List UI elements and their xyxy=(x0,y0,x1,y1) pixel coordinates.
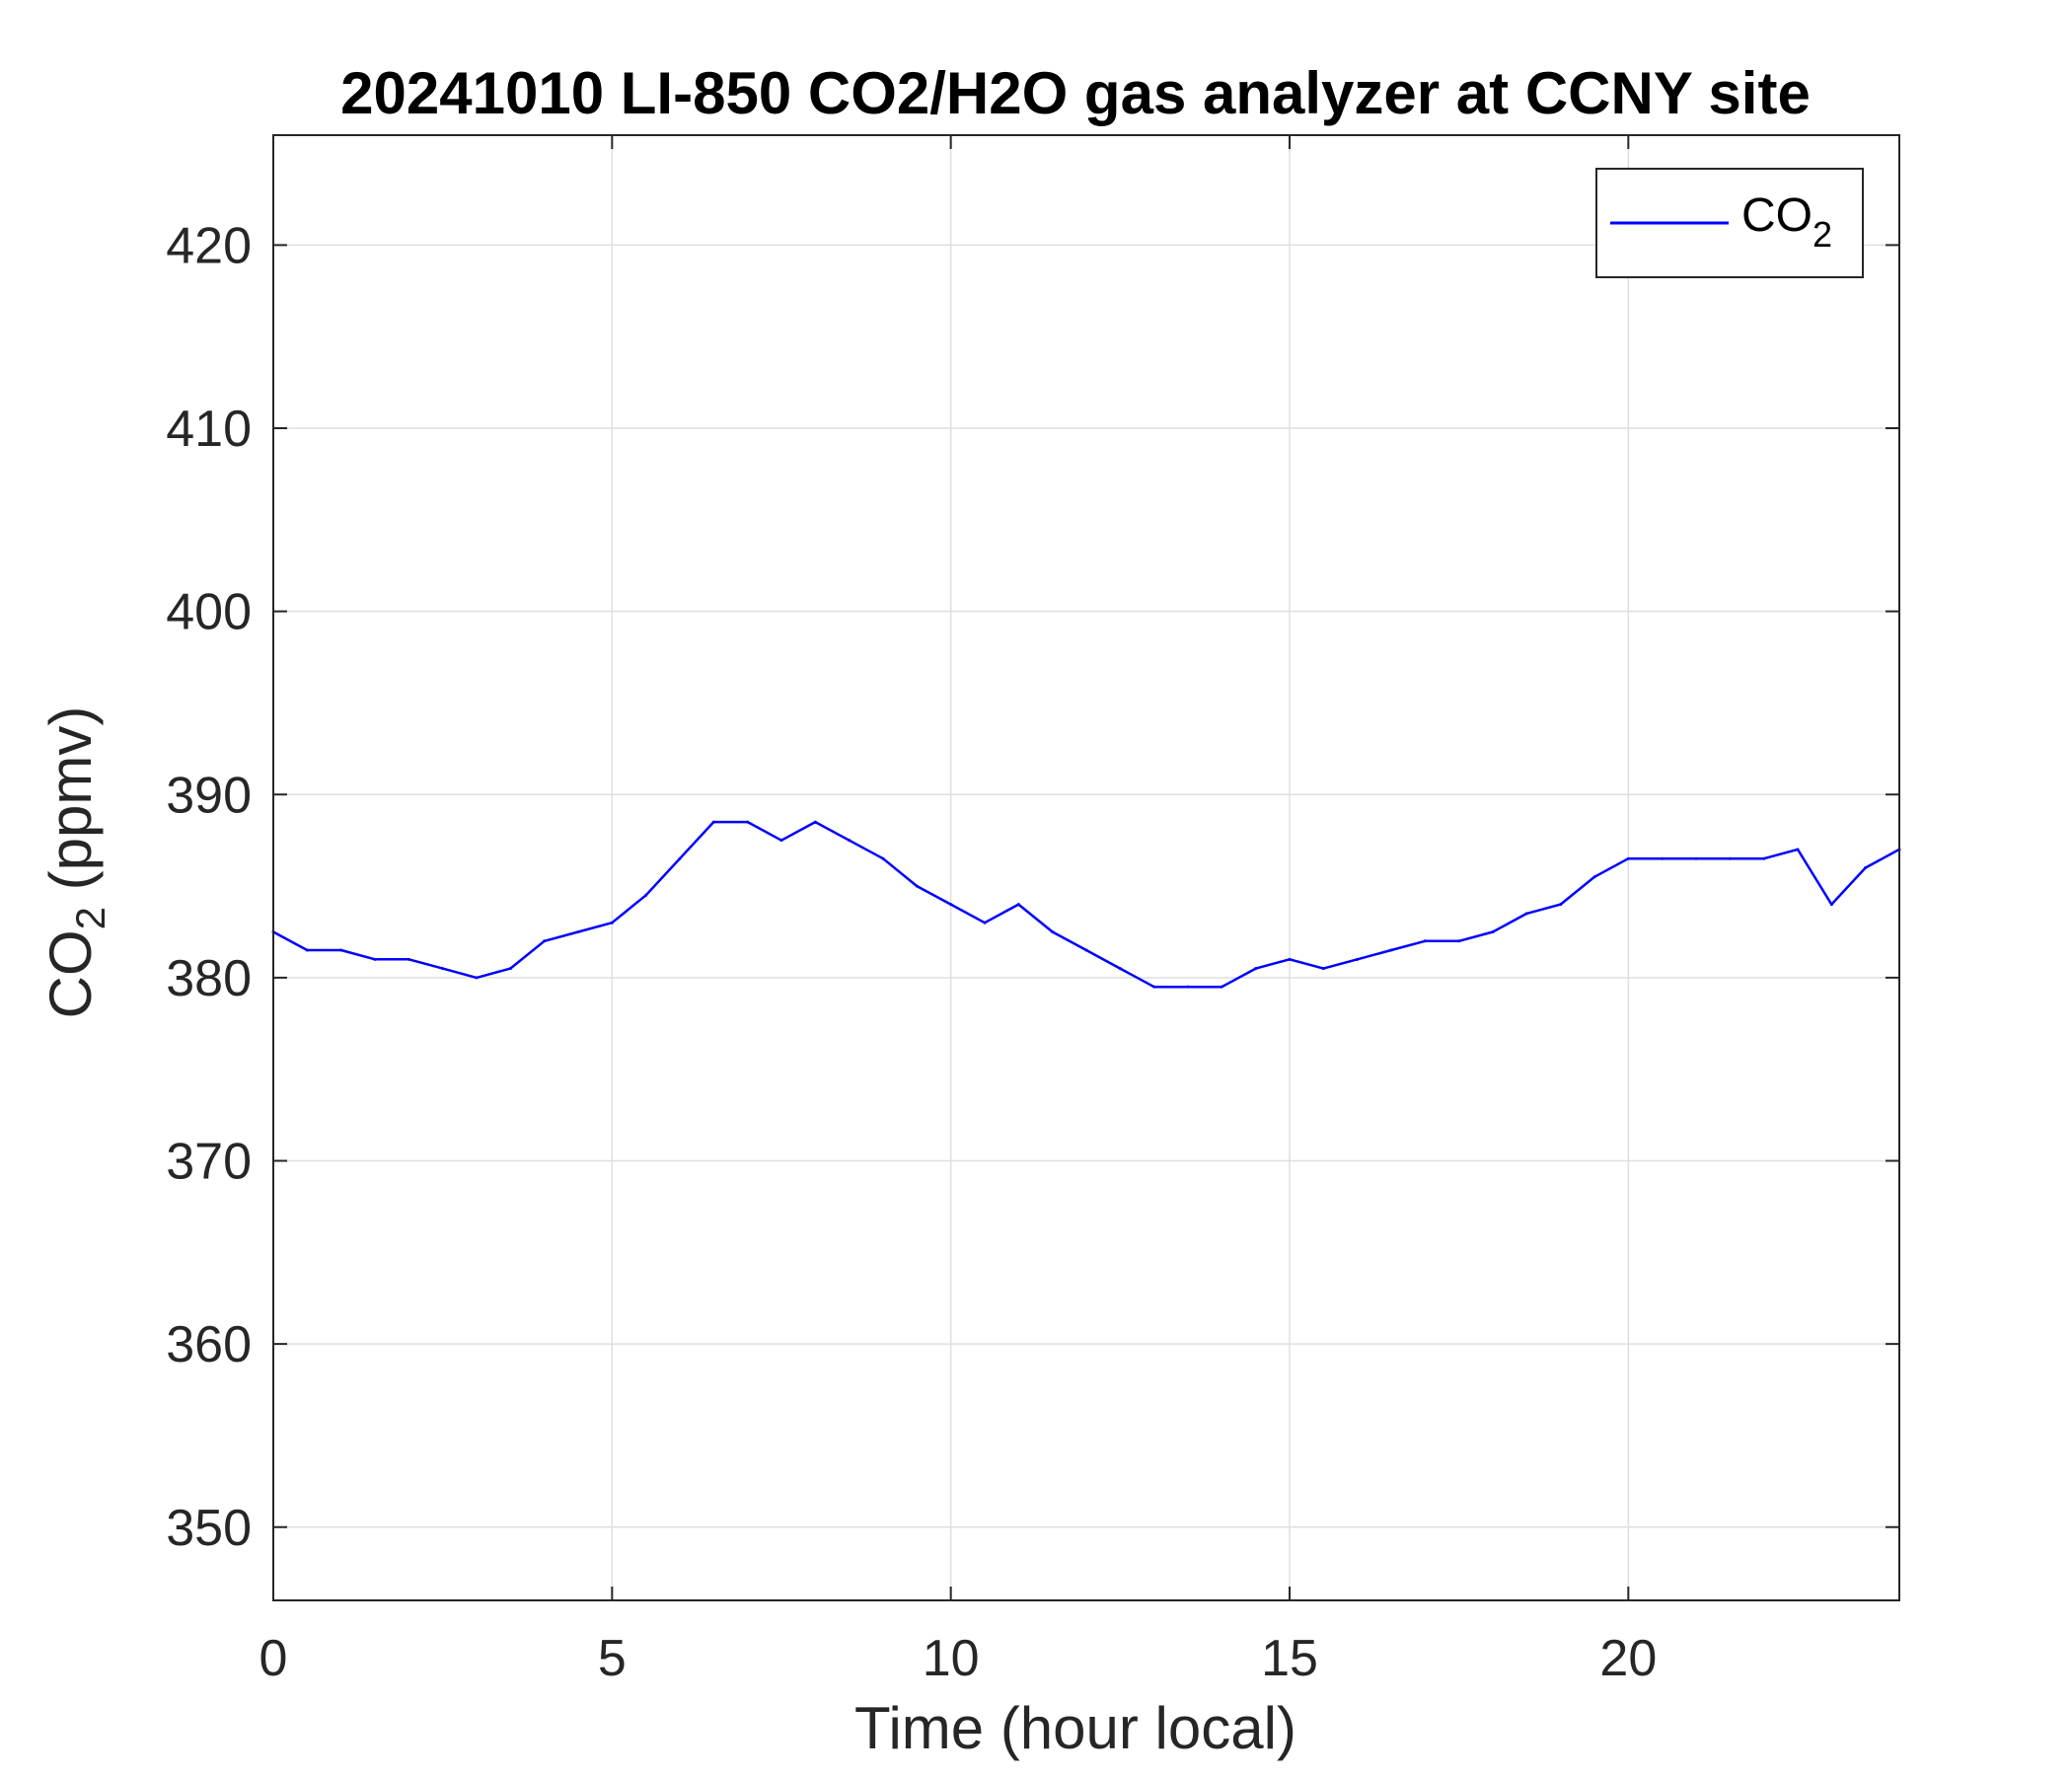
data-point xyxy=(711,820,715,824)
data-point xyxy=(475,976,479,980)
data-point xyxy=(1220,985,1223,989)
series-line xyxy=(272,820,1900,989)
chart-title: 20241010 LI-850 CO2/H2O gas analyzer at … xyxy=(340,60,1811,126)
data-point xyxy=(678,856,682,860)
x-tick-label: 15 xyxy=(1261,1630,1318,1687)
tick-labels: 0 5 10 15 20 350 360 370 380 390 400 410 420 xyxy=(166,217,1657,1687)
data-point xyxy=(848,839,851,843)
data-point xyxy=(1559,903,1563,907)
data-point xyxy=(1524,912,1528,916)
data-point xyxy=(1829,903,1833,907)
legend: CO2 xyxy=(1595,168,1864,278)
data-point xyxy=(949,903,953,907)
data-point xyxy=(1694,856,1698,860)
series-layer xyxy=(271,820,1901,989)
data-point xyxy=(1491,929,1495,933)
data-point xyxy=(1118,967,1122,971)
x-tick-label: 20 xyxy=(1599,1630,1657,1687)
data-point xyxy=(983,921,987,925)
plot-frame xyxy=(272,134,1900,1601)
y-tick-label: 410 xyxy=(166,401,252,458)
y-axis-label: CO2 (ppmv) xyxy=(37,706,113,1019)
data-point xyxy=(746,820,750,824)
data-point xyxy=(915,884,919,888)
data-point xyxy=(1796,848,1800,851)
data-point xyxy=(1728,856,1732,860)
data-point xyxy=(779,839,783,843)
y-tick-label: 370 xyxy=(166,1134,252,1191)
data-point xyxy=(644,893,648,897)
data-point xyxy=(1864,866,1868,869)
x-tick-label: 10 xyxy=(923,1630,980,1687)
data-point xyxy=(1762,856,1766,860)
data-point xyxy=(305,948,309,952)
data-point xyxy=(1321,967,1325,971)
data-point xyxy=(813,820,817,824)
data-point xyxy=(1016,903,1020,907)
y-tick-label: 390 xyxy=(166,767,252,824)
y-tick-label: 380 xyxy=(166,950,252,1007)
y-tick-label: 420 xyxy=(166,217,252,274)
data-point xyxy=(576,929,580,933)
data-point xyxy=(1661,856,1665,860)
data-point xyxy=(407,957,410,961)
data-point xyxy=(1626,856,1630,860)
grid-lines xyxy=(272,135,1899,1600)
data-point xyxy=(1254,967,1258,971)
data-point xyxy=(1389,948,1393,952)
data-point xyxy=(339,948,343,952)
data-point xyxy=(1592,875,1596,879)
data-point xyxy=(1457,939,1461,943)
data-point xyxy=(1356,957,1360,961)
data-point xyxy=(1423,939,1427,943)
data-point xyxy=(508,967,512,971)
data-point xyxy=(1186,985,1190,989)
y-tick-label: 360 xyxy=(166,1316,252,1373)
data-point xyxy=(1051,929,1055,933)
x-tick-label: 5 xyxy=(598,1630,627,1687)
data-point xyxy=(1084,948,1088,952)
legend-label: CO2 xyxy=(1741,189,1832,255)
data-point xyxy=(610,921,614,925)
x-axis-label: Time (hour local) xyxy=(854,1695,1296,1761)
y-tick-label: 400 xyxy=(166,584,252,641)
data-point xyxy=(881,856,885,860)
data-point xyxy=(543,939,547,943)
data-point xyxy=(1152,985,1156,989)
data-point xyxy=(1288,957,1292,961)
axes xyxy=(272,134,1900,1601)
x-tick-label: 0 xyxy=(259,1630,288,1687)
data-point xyxy=(441,967,445,971)
y-tick-label: 350 xyxy=(166,1500,252,1557)
data-point xyxy=(373,957,377,961)
